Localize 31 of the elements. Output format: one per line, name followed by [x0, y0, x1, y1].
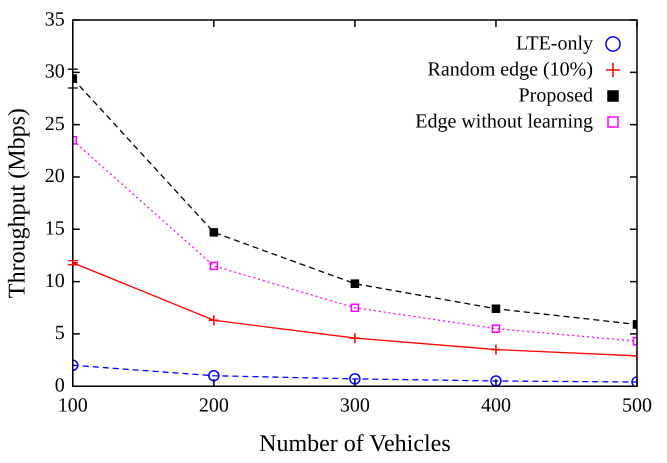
point — [350, 279, 360, 288]
x-axis-title: Number of Vehicles — [259, 430, 451, 457]
y-tick-label: 0 — [54, 374, 65, 396]
point — [208, 314, 220, 326]
legend-label: LTE-only — [516, 32, 593, 54]
point — [492, 304, 500, 314]
x-tick-label: 400 — [480, 394, 511, 416]
point — [210, 262, 218, 270]
point — [208, 370, 220, 382]
legend-label: Random edge (10%) — [427, 58, 593, 80]
y-tick-label: 25 — [44, 112, 65, 135]
y-axis-title: Throughput (Mbps) — [4, 108, 31, 298]
y-tick-label: 20 — [44, 165, 65, 188]
y-tick-label: 35 — [44, 8, 65, 30]
x-tick-label: 100 — [58, 394, 88, 416]
point — [210, 228, 218, 237]
legend-label: Edge without learning — [415, 110, 593, 132]
x-tick-label: 500 — [622, 394, 652, 416]
point — [350, 303, 360, 312]
point — [349, 332, 361, 344]
point — [492, 324, 500, 333]
x-tick-label: 300 — [340, 394, 370, 416]
point — [490, 375, 502, 386]
y-tick-label: 15 — [44, 218, 65, 240]
y-tick-label: 10 — [44, 270, 65, 292]
point — [490, 344, 502, 356]
y-tick-label: 30 — [44, 60, 65, 83]
point — [349, 373, 361, 385]
y-tick-label: 5 — [54, 322, 65, 344]
legend-label: Proposed — [518, 84, 593, 106]
x-tick-label: 200 — [198, 394, 229, 416]
